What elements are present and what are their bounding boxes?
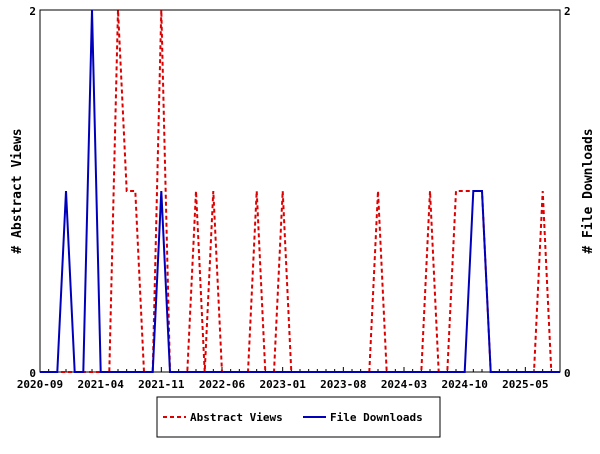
- x-tick-label: 2022-06: [199, 378, 246, 391]
- y-tick-right-top: 2: [564, 5, 571, 18]
- legend: Abstract Views File Downloads: [157, 397, 440, 437]
- x-tick-label: 2023-01: [259, 378, 306, 391]
- x-tick-label: 2025-05: [502, 378, 548, 391]
- y-tick-left-bottom: 0: [29, 367, 36, 380]
- x-tick-label: 2020-09: [17, 378, 63, 391]
- x-tick-label: 2021-04: [77, 378, 124, 391]
- legend-label-abstract-views: Abstract Views: [190, 411, 283, 424]
- x-tick-label: 2021-11: [138, 378, 185, 391]
- y-tick-right-bottom: 0: [564, 367, 571, 380]
- y-axis-label-left: # Abstract Views: [10, 128, 25, 253]
- y-axis-label-right: # File Downloads: [581, 128, 596, 253]
- x-tick-label: 2024-03: [381, 378, 427, 391]
- legend-label-file-downloads: File Downloads: [330, 411, 423, 424]
- x-tick-label: 2023-08: [320, 378, 366, 391]
- x-tick-label: 2024-10: [441, 378, 487, 391]
- y-tick-left-top: 2: [29, 5, 36, 18]
